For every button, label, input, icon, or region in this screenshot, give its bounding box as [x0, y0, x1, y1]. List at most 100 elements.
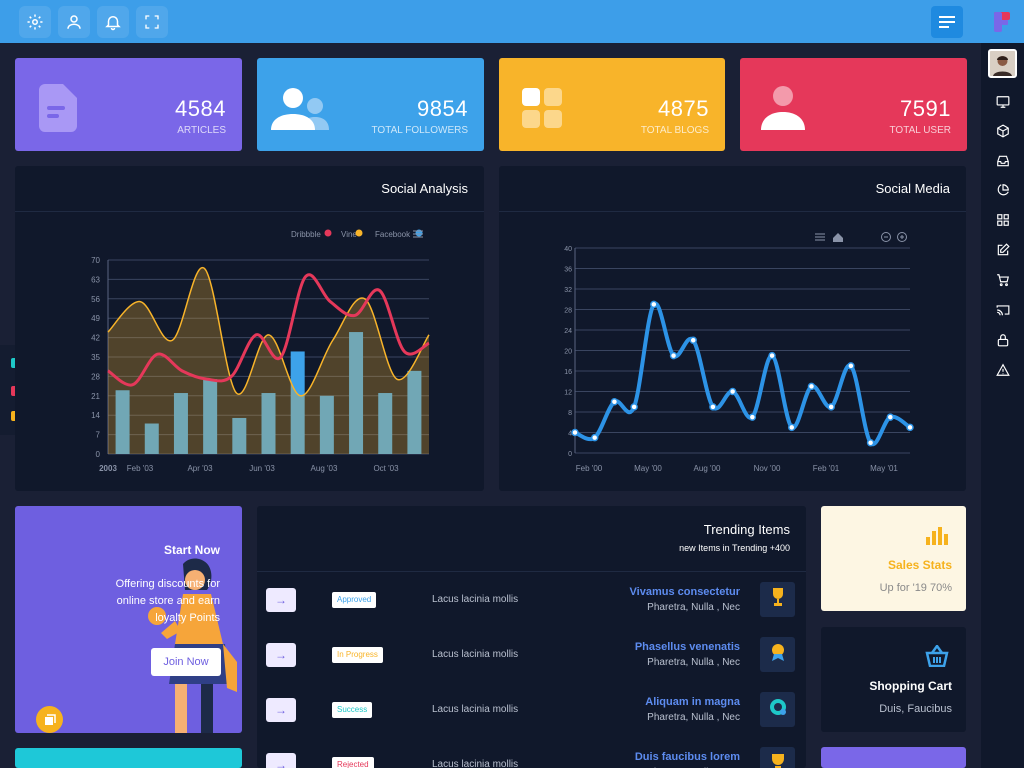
- brand-logo[interactable]: [990, 10, 1014, 34]
- status-badge: Rejected: [332, 757, 374, 768]
- user-icon: [67, 15, 81, 29]
- stat-card-followers[interactable]: 9854 TOTAL FOLLOWERS: [257, 58, 484, 151]
- alert-triangle-icon: [996, 363, 1010, 376]
- bar-facebook: [378, 393, 393, 454]
- data-point: [689, 336, 697, 344]
- sidebar-cast[interactable]: [995, 302, 1011, 318]
- top-bar: [0, 0, 1024, 43]
- y-tick-label: 40: [564, 246, 572, 253]
- x-tick-label: May '01: [870, 464, 898, 473]
- cart-sub: Duis, Faucibus: [879, 703, 952, 715]
- promo-title: Start Now: [163, 543, 220, 557]
- data-point: [748, 413, 757, 421]
- avatar[interactable]: [988, 49, 1017, 78]
- y-tick-label: 49: [91, 314, 100, 323]
- bar-facebook: [144, 423, 159, 454]
- chart-menu-icon: [815, 233, 825, 241]
- data-point: [788, 423, 796, 432]
- shopping-cart-card[interactable]: Shopping Cart Duis, Faucibus: [821, 627, 966, 732]
- x-tick-label: Nov '00: [754, 464, 781, 473]
- gear-icon: [27, 14, 43, 30]
- x-tick-label: Oct '03: [373, 464, 399, 473]
- menu-lines-icon: [939, 16, 955, 28]
- basket-icon: [925, 645, 949, 667]
- row-arrow-button[interactable]: →: [266, 643, 296, 667]
- line-vine: [107, 267, 430, 397]
- x-tick-label: Jun '03: [249, 464, 275, 473]
- arrow-right-icon: →: [275, 593, 287, 607]
- x-tick-label: May '00: [634, 464, 662, 473]
- y-tick-label: 24: [564, 328, 572, 335]
- y-tick-label: 0: [568, 451, 572, 458]
- bell-icon: [105, 16, 121, 31]
- bottom-card: [15, 748, 242, 768]
- sidebar-lock[interactable]: [995, 332, 1011, 348]
- row-item-name[interactable]: Phasellus venenatis: [634, 641, 740, 653]
- x-tick-label: 2003: [99, 464, 117, 473]
- sidebar-cart[interactable]: [995, 272, 1011, 288]
- row-item-sub: Pharetra, Nulla , Nec: [647, 657, 740, 668]
- stat-card-articles[interactable]: 4584 ARTICLES: [15, 58, 242, 151]
- row-arrow-button[interactable]: →: [266, 753, 296, 768]
- bar-facebook: [115, 390, 130, 454]
- y-tick-label: 16: [564, 369, 572, 376]
- sidebar-package[interactable]: [995, 123, 1011, 139]
- y-tick-label: 20: [564, 349, 572, 356]
- row-thumbnail: [760, 637, 795, 672]
- row-item-sub: Pharetra, Nulla , Nec: [647, 712, 740, 723]
- row-arrow-button[interactable]: →: [266, 588, 296, 612]
- users-icon: [271, 88, 329, 130]
- x-tick-label: Feb '03: [127, 464, 154, 473]
- fullscreen-button[interactable]: [136, 6, 168, 38]
- y-tick-label: 42: [91, 334, 100, 343]
- join-now-button[interactable]: Join Now: [151, 648, 221, 676]
- row-item-name[interactable]: Vivamus consectetur: [629, 586, 740, 598]
- data-point: [906, 423, 914, 432]
- chart-menu-icon: [413, 230, 423, 238]
- data-point: [650, 300, 658, 309]
- y-tick-label: 32: [564, 287, 572, 294]
- legend-label: Vine: [341, 230, 357, 239]
- zoom-in-icon: [897, 232, 907, 242]
- status-badge: In Progress: [332, 647, 383, 663]
- divider: [499, 211, 966, 212]
- stat-label: ARTICLES: [177, 125, 226, 136]
- sidebar-charts[interactable]: [995, 182, 1011, 198]
- stat-card-blogs[interactable]: 4875 TOTAL BLOGS: [499, 58, 725, 151]
- y-tick-label: 28: [91, 372, 100, 381]
- sidebar-monitor[interactable]: [995, 94, 1011, 110]
- menu-toggle-button[interactable]: [931, 6, 963, 38]
- settings-button[interactable]: [19, 6, 51, 38]
- sales-stats-card[interactable]: Sales Stats Up for '19 70%: [821, 506, 966, 611]
- row-text: Lacus lacinia mollis: [432, 594, 519, 605]
- user-icon: [761, 86, 805, 130]
- trending-title: Trending Items: [703, 522, 790, 537]
- stat-value: 9854: [417, 96, 468, 121]
- notifications-button[interactable]: [97, 6, 129, 38]
- y-tick-label: 14: [91, 411, 100, 420]
- bar-facebook: [290, 351, 305, 454]
- trending-items-panel: Trending Items new Items in Trending +40…: [257, 506, 806, 768]
- y-tick-label: 7: [96, 431, 101, 440]
- row-arrow-button[interactable]: →: [266, 698, 296, 722]
- row-item-name[interactable]: Duis faucibus lorem: [634, 751, 740, 763]
- y-tick-label: 4: [568, 431, 572, 438]
- divider: [15, 211, 484, 212]
- floating-action-button[interactable]: [36, 706, 63, 733]
- fullscreen-icon: [145, 15, 159, 29]
- x-tick-label: Feb '00: [576, 464, 603, 473]
- home-icon: [833, 233, 843, 242]
- logo-icon: [994, 12, 1010, 32]
- y-tick-label: 70: [91, 256, 100, 265]
- row-item-name[interactable]: Aliquam in magna: [645, 696, 740, 708]
- sidebar-edit[interactable]: [995, 242, 1011, 258]
- zoom-glyphs: [884, 235, 904, 239]
- profile-button[interactable]: [58, 6, 90, 38]
- x-tick-label: Feb '01: [813, 464, 840, 473]
- arrow-right-icon: →: [275, 648, 287, 662]
- sidebar-inbox[interactable]: [995, 153, 1011, 169]
- sidebar-grid[interactable]: [995, 212, 1011, 228]
- status-badge: Success: [332, 702, 373, 718]
- stat-card-users[interactable]: 7591 TOTAL USER: [740, 58, 967, 151]
- sidebar-alert[interactable]: [995, 362, 1011, 378]
